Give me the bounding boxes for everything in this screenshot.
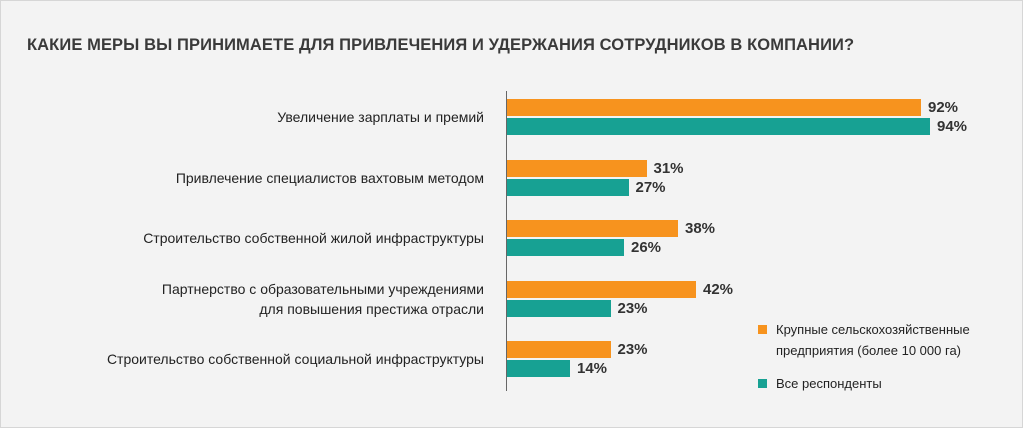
data-label: 31%	[653, 159, 684, 177]
data-label: 23%	[617, 299, 648, 317]
bar-large	[507, 99, 921, 116]
category-label: Строительство собственной социальной инф…	[106, 351, 484, 367]
bar-large	[507, 220, 678, 237]
bar-all	[507, 299, 611, 317]
category-label: Увеличение зарплаты и премий	[277, 109, 484, 125]
data-label: 94%	[937, 118, 968, 135]
bar-large	[507, 280, 696, 298]
legend-label: Крупные сельскохозяйственные	[776, 322, 970, 337]
category-label: Привлечение специалистов вахтовым методо…	[175, 169, 484, 186]
legend-label: предприятия (более 10 000 га)	[776, 343, 962, 358]
legend-label: Все респонденты	[776, 376, 882, 391]
bar-large	[507, 341, 611, 358]
bar-large	[507, 159, 647, 177]
data-label: 26%	[631, 239, 662, 256]
data-label: 23%	[617, 341, 648, 358]
chart-title: КАКИЕ МЕРЫ ВЫ ПРИНИМАЕТЕ ДЛЯ ПРИВЛЕЧЕНИЯ…	[27, 36, 855, 54]
category-label: Партнерство с образовательными учреждени…	[161, 280, 484, 297]
bar-all	[507, 178, 629, 196]
category-label: Строительство собственной жилой инфрастр…	[143, 230, 484, 246]
data-label: 27%	[635, 178, 666, 196]
legend-swatch	[758, 325, 767, 334]
category-label: для повышения престижа отрасли	[259, 300, 484, 317]
data-label: 42%	[703, 280, 734, 298]
data-label: 38%	[685, 220, 716, 237]
data-label: 14%	[577, 360, 608, 377]
bar-all	[507, 118, 930, 135]
legend-swatch	[758, 379, 767, 388]
category-axis-line	[506, 91, 507, 391]
bar-all	[507, 239, 624, 256]
bar-all	[507, 360, 570, 377]
data-label: 92%	[928, 99, 959, 116]
